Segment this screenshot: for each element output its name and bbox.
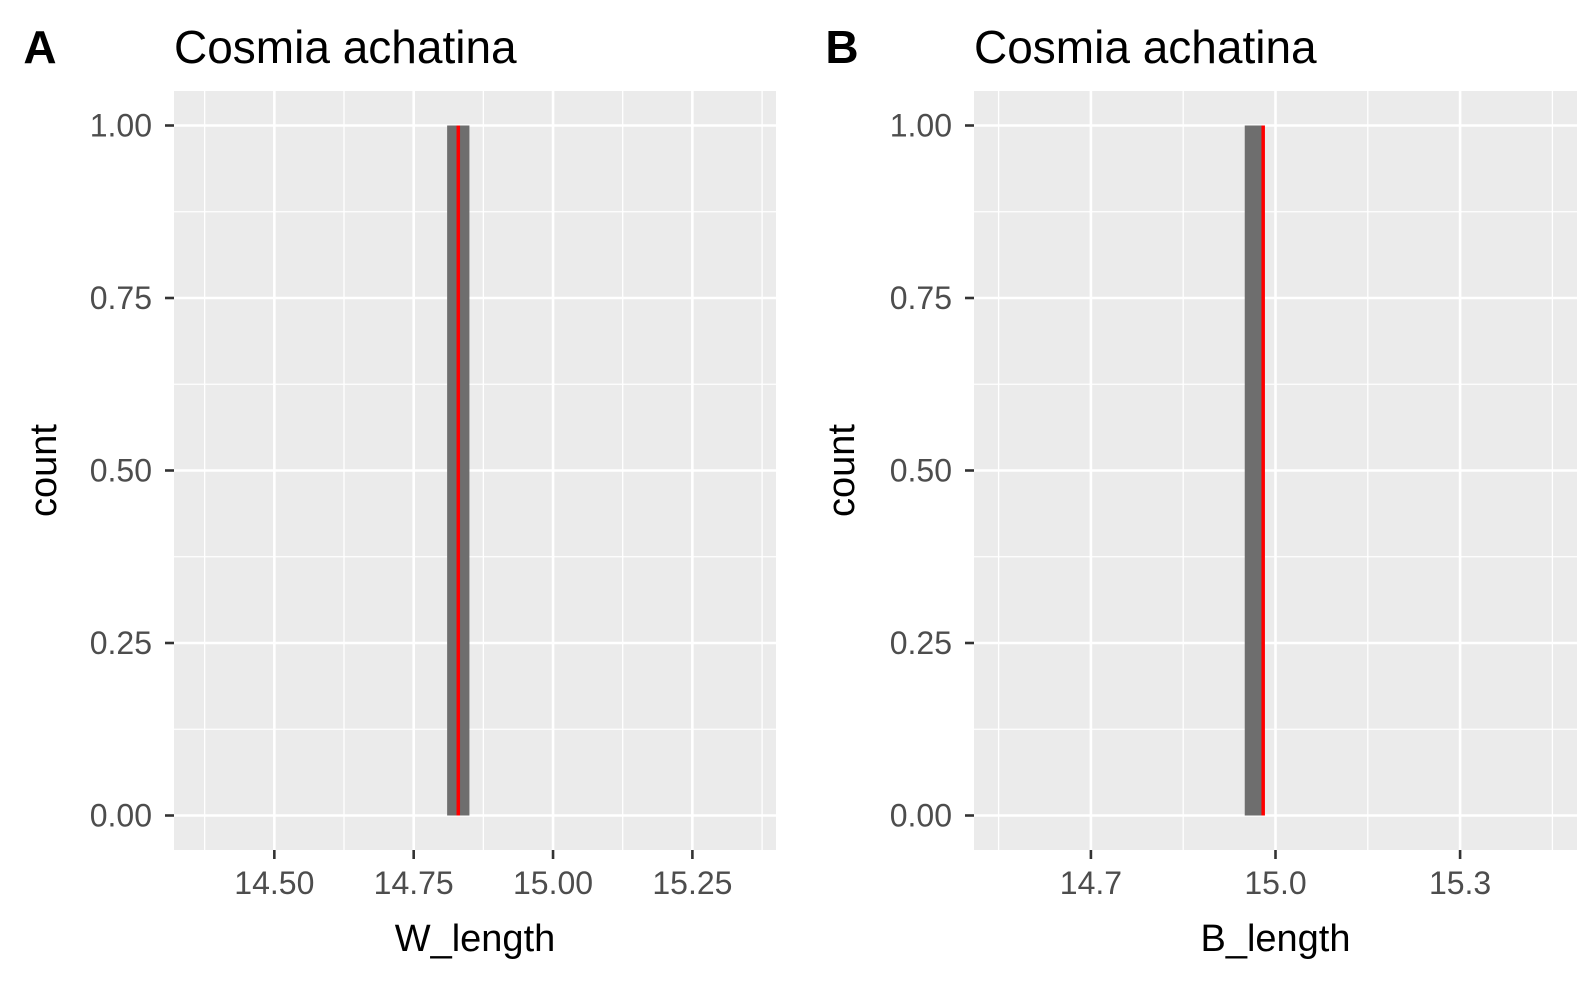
panel-title: Cosmia achatina	[174, 21, 517, 73]
y-tick-label: 1.00	[90, 108, 152, 144]
y-tick-label: 0.75	[890, 280, 952, 316]
y-tick-label: 0.50	[90, 453, 152, 489]
y-axis-title: count	[23, 424, 65, 517]
panel-tag: B	[825, 21, 858, 73]
x-tick-label: 14.7	[1060, 865, 1122, 901]
x-axis-title: B_length	[1200, 918, 1350, 960]
panel-b: 0.00 0.25 0.50 0.75 1.00 14.7 15.0 15.3 B_length…	[821, 21, 1577, 960]
x-tick-label: 14.50	[234, 865, 314, 901]
y-tick-label: 0.00	[90, 798, 152, 834]
y-tick-label: 0.75	[90, 280, 152, 316]
y-tick-label: 0.25	[890, 625, 952, 661]
x-tick-label: 15.3	[1429, 865, 1491, 901]
y-axis-title: count	[821, 424, 863, 517]
x-tick-label: 15.0	[1244, 865, 1306, 901]
x-axis-title: W_length	[395, 918, 556, 960]
panel-tag: A	[23, 21, 56, 73]
x-tick-label: 14.75	[374, 865, 454, 901]
y-tick-label: 0.50	[890, 453, 952, 489]
panel-title: Cosmia achatina	[974, 21, 1317, 73]
x-tick-label: 15.25	[652, 865, 732, 901]
y-tick-label: 0.00	[890, 798, 952, 834]
y-tick-label: 1.00	[890, 108, 952, 144]
histogram-bar	[1244, 125, 1264, 816]
y-tick-label: 0.25	[90, 625, 152, 661]
x-tick-label: 15.00	[513, 865, 593, 901]
panel-a: 0.00 0.25 0.50 0.75 1.00 14.50 14.75 15.00 15.25…	[23, 21, 776, 960]
